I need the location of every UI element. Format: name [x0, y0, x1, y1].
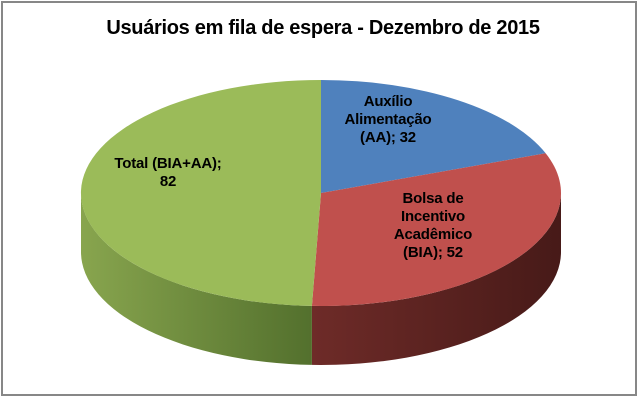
pie-slice-top-2: [80, 80, 322, 306]
slice-label-bolsa-incentivo-academico: Bolsa de Incentivo Acadêmico (BIA); 52: [393, 190, 473, 261]
pie-slice-side-1: [311, 193, 562, 366]
pie-slice-top-0: [321, 80, 546, 193]
slice-label-total: Total (BIA+AA); 82: [114, 155, 222, 190]
pie-slice-top-1: [311, 153, 561, 307]
chart-area-frame: Usuários em fila de espera - Dezembro de…: [1, 1, 637, 396]
chart-title: Usuários em fila de espera - Dezembro de…: [106, 17, 540, 39]
pie-slice-side-2: [81, 193, 312, 365]
pie-3d-graphic: [80, 80, 562, 366]
slice-label-auxilio-alimentacao: Auxílio Alimentação (AA); 32: [344, 93, 432, 146]
